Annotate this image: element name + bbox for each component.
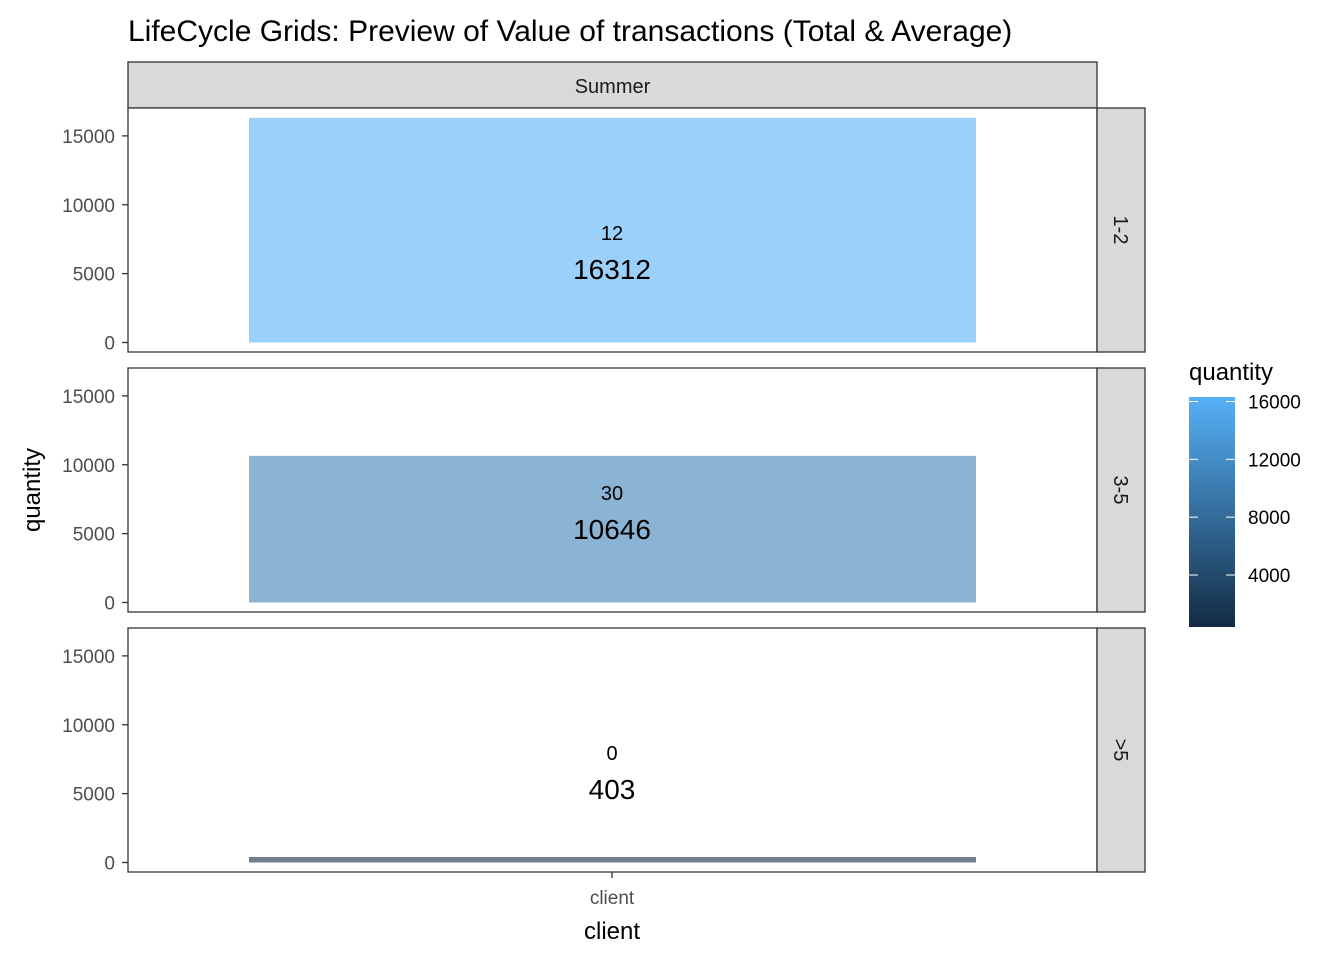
row-strip-box <box>1096 627 1146 873</box>
row-strip-box <box>1096 367 1146 613</box>
y-tick-label: 0 <box>104 594 115 615</box>
facet-panel: 30 10646 0 5000 10000 15000 3-5 <box>62 367 1146 615</box>
y-tick-label: 15000 <box>62 127 115 148</box>
legend-title: quantity <box>1189 359 1273 386</box>
facet-panels: 12 16312 0 5000 10000 15000 1-2 30 10646 0 5000 100… <box>62 107 1146 878</box>
legend-colorbar <box>1189 397 1235 627</box>
y-tick-label: 5000 <box>73 525 115 546</box>
legend-ticks: 4000 8000 12000 16000 <box>1189 393 1301 587</box>
value-label: 10646 <box>573 514 651 545</box>
legend-tick-label: 16000 <box>1248 393 1301 414</box>
y-tick-label: 15000 <box>62 647 115 668</box>
column-strip-label: Summer <box>575 76 651 98</box>
y-tick-label: 10000 <box>62 196 115 217</box>
y-tick-label: 0 <box>104 854 115 875</box>
row-strip-label: 3-5 <box>1109 476 1131 505</box>
panel-background <box>128 628 1097 872</box>
bar <box>249 455 976 603</box>
y-tick-label: 0 <box>104 334 115 355</box>
value-label: 16312 <box>573 254 651 285</box>
bar <box>249 856 976 863</box>
legend-tick-label: 12000 <box>1248 450 1301 471</box>
column-strip-box <box>127 61 1098 109</box>
row-strip-box <box>1096 107 1146 353</box>
y-tick-label: 10000 <box>62 456 115 477</box>
average-label: 12 <box>601 223 623 245</box>
legend-tick-label: 8000 <box>1248 508 1290 529</box>
chart-title: LifeCycle Grids: Preview of Value of tra… <box>128 15 1012 48</box>
y-tick-label: 15000 <box>62 387 115 408</box>
row-strip-label: >5 <box>1109 739 1131 762</box>
y-tick-label: 5000 <box>73 265 115 286</box>
value-label: 403 <box>589 774 636 805</box>
x-tick-label: client <box>590 888 635 909</box>
y-tick-label: 10000 <box>62 716 115 737</box>
average-label: 30 <box>601 483 623 505</box>
color-legend: quantity 4000 8000 12000 16000 <box>1189 359 1301 627</box>
facet-panel: 0 403 0 5000 10000 15000 >5 <box>62 627 1146 878</box>
y-tick-label: 5000 <box>73 785 115 806</box>
x-axis-label: client <box>584 918 640 945</box>
bar <box>249 117 976 343</box>
y-axis-label: quantity <box>19 448 46 532</box>
legend-tick-label: 4000 <box>1248 566 1290 587</box>
row-strip-label: 1-2 <box>1109 216 1131 245</box>
average-label: 0 <box>606 743 617 765</box>
facet-panel: 12 16312 0 5000 10000 15000 1-2 <box>62 107 1146 355</box>
column-facet-strip: Summer <box>127 61 1098 109</box>
